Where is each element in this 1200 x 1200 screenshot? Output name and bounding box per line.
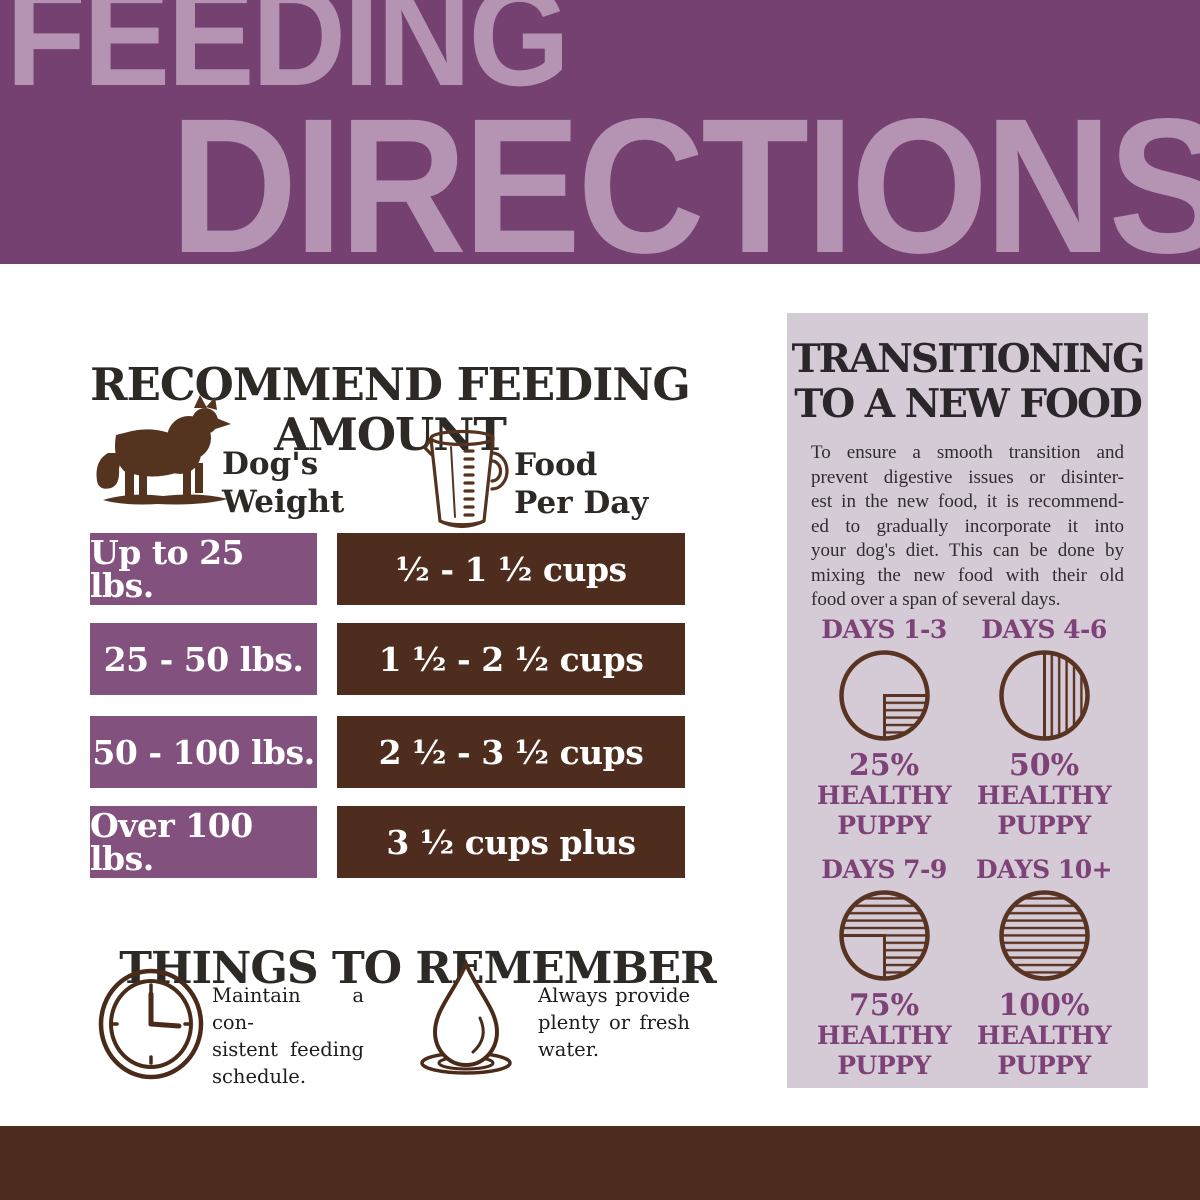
pie-chart-25-percent <box>838 650 930 741</box>
stage-days-label: DAYS 10+ <box>975 855 1113 884</box>
remember-note-schedule: Maintain a con- sistent feeding schedule… <box>212 982 364 1090</box>
food-column-header: Food Per Day <box>514 447 648 523</box>
things-to-remember-title: THINGS TO REMEMBER <box>119 942 717 994</box>
recommend-feeding-title: RECOMMEND FEEDING AMOUNT <box>90 358 691 461</box>
transition-stage-days-4-6: DAYS 4-6 50% HEALTHY PUPPY <box>959 617 1129 841</box>
stage-label-line1: HEALTHY <box>816 781 952 810</box>
transitioning-title-line2: TO A NEW FOOD <box>794 381 1143 428</box>
stage-days-label: DAYS 7-9 <box>821 855 947 884</box>
clock-icon <box>98 968 204 1080</box>
body-line: your dog's diet. This can be done by <box>811 540 1124 561</box>
remember-note-water: Always provide plenty or fresh water. <box>538 982 690 1063</box>
body-line: mixing the new food with their old <box>811 564 1124 586</box>
measuring-cup-icon <box>423 429 509 529</box>
body-line: ed to gradually incorporate it into <box>811 515 1124 537</box>
weight-header-line2: Weight <box>222 483 345 520</box>
banner-title-feeding: FEEDING <box>6 0 570 116</box>
table-row-1-weight: Up to 25 lbs. <box>90 533 317 605</box>
stage-label-line2: PUPPY <box>997 811 1091 840</box>
transitioning-body: To ensure a smooth transition and preven… <box>811 441 1124 613</box>
food-header-line2: Per Day <box>514 484 649 521</box>
table-row-2-food: 1 ½ - 2 ½ cups <box>337 623 685 695</box>
bottom-bar <box>0 1126 1200 1200</box>
transitioning-panel: TRANSITIONING TO A NEW FOOD To ensure a … <box>787 313 1148 1088</box>
body-line: To ensure a smooth transition and <box>811 442 1124 463</box>
body-line: est in the new food, it is recommend- <box>811 491 1124 512</box>
body-line: prevent digestive issues or disinter- <box>811 466 1124 488</box>
body-line: food over a span of several days. <box>811 589 1061 610</box>
pie-chart-75-percent <box>838 890 930 981</box>
banner-title-directions: DIRECTIONS <box>170 78 1200 265</box>
weight-header-line1: Dog's <box>222 446 319 482</box>
stage-percent: 75% <box>848 988 920 1023</box>
stage-label-line1: HEALTHY <box>976 781 1112 810</box>
table-row-2-weight: 25 - 50 lbs. <box>90 623 317 695</box>
water-drop-icon <box>420 958 512 1075</box>
stage-days-label: DAYS 1-3 <box>821 615 947 644</box>
dog-illustration <box>96 395 231 505</box>
table-row-3-food: 2 ½ - 3 ½ cups <box>337 716 685 788</box>
note-line: Always provide <box>538 984 690 1007</box>
transition-stage-days-1-3: DAYS 1-3 25% HEALTHY PUPPY <box>799 617 969 841</box>
note-line: plenty or fresh <box>538 1011 690 1034</box>
transitioning-title: TRANSITIONING TO A NEW FOOD <box>787 336 1148 428</box>
weight-column-header: Dog's Weight <box>222 446 344 522</box>
stage-label-line1: HEALTHY <box>976 1021 1112 1050</box>
transitioning-title-line1: TRANSITIONING <box>791 336 1146 382</box>
pie-chart-100-percent <box>998 890 1090 981</box>
stage-label-line2: PUPPY <box>837 811 931 840</box>
note-line: schedule. <box>212 1065 307 1088</box>
transition-stage-days-10-plus: DAYS 10+ 100% HEALTHY PUPPY <box>959 857 1129 1081</box>
stage-days-label: DAYS 4-6 <box>981 615 1107 644</box>
stage-percent: 25% <box>848 748 920 783</box>
table-row-3-weight: 50 - 100 lbs. <box>90 716 317 788</box>
table-row-4-weight: Over 100 lbs. <box>90 806 317 878</box>
stage-percent: 100% <box>998 988 1090 1023</box>
banner: FEEDING DIRECTIONS <box>0 0 1200 264</box>
table-row-1-food: ½ - 1 ½ cups <box>337 533 685 605</box>
note-line: water. <box>538 1038 600 1061</box>
table-row-4-food: 3 ½ cups plus <box>337 806 685 878</box>
note-line: Maintain a con- <box>212 984 364 1034</box>
stage-label-line2: PUPPY <box>997 1051 1091 1080</box>
transition-stage-days-7-9: DAYS 7-9 75% HEALTHY PUPPY <box>799 857 969 1081</box>
stage-label-line1: HEALTHY <box>816 1021 952 1050</box>
stage-label-line2: PUPPY <box>837 1051 931 1080</box>
food-header-line1: Food <box>514 447 598 483</box>
note-line: sistent feeding <box>212 1038 364 1061</box>
stage-percent: 50% <box>1008 748 1080 783</box>
pie-chart-50-percent <box>998 650 1090 741</box>
